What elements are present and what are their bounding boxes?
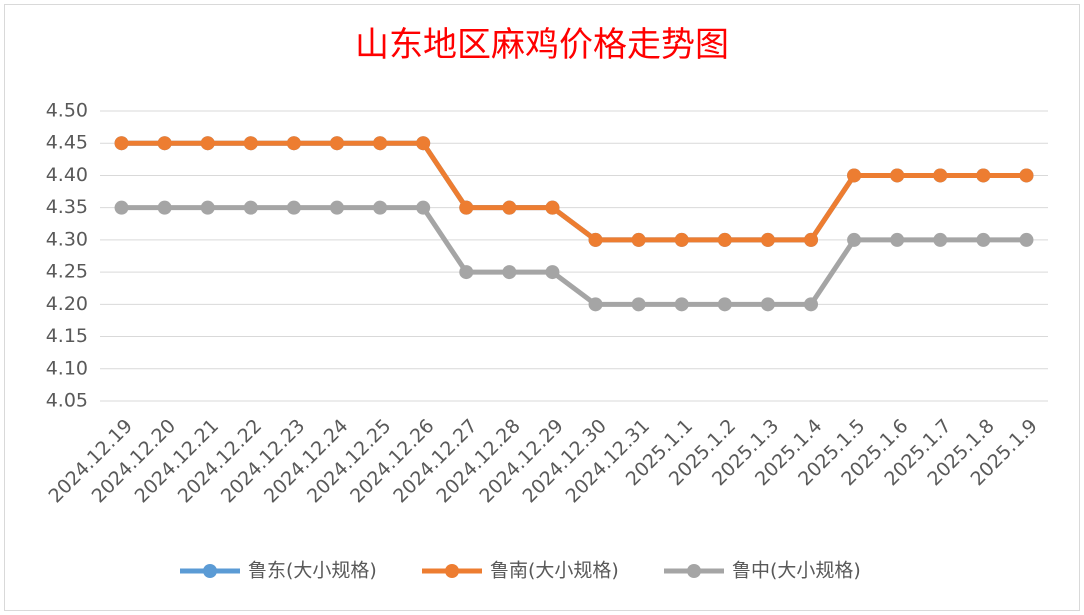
marker	[157, 200, 172, 215]
y-tick-label: 4.15	[46, 325, 88, 347]
marker	[200, 136, 215, 151]
marker	[890, 168, 905, 183]
marker	[243, 136, 258, 151]
marker	[631, 232, 646, 247]
y-tick-label: 4.10	[46, 357, 88, 379]
marker	[588, 232, 603, 247]
marker	[804, 232, 818, 247]
y-tick-label: 4.25	[46, 261, 88, 283]
series-line	[121, 140, 1027, 243]
marker	[890, 232, 905, 247]
marker	[674, 232, 689, 247]
marker	[717, 232, 732, 247]
marker	[760, 297, 775, 312]
y-tick-label: 4.30	[46, 228, 88, 250]
chart-frame	[4, 4, 1080, 611]
y-tick-label: 4.05	[46, 390, 88, 412]
marker	[286, 200, 301, 215]
marker	[416, 200, 431, 215]
legend-marker	[203, 564, 217, 578]
marker	[847, 168, 862, 183]
series-line	[121, 205, 1027, 307]
marker	[976, 232, 991, 247]
marker	[760, 232, 775, 247]
legend-label: 鲁中(大小规格)	[732, 560, 861, 582]
y-tick-label: 4.50	[46, 100, 88, 122]
marker	[1019, 232, 1034, 247]
marker	[933, 232, 948, 247]
marker	[114, 200, 129, 215]
marker	[674, 297, 689, 312]
y-tick-label: 4.40	[46, 164, 88, 186]
marker	[1019, 168, 1034, 183]
y-tick-label: 4.35	[46, 196, 88, 218]
y-tick-label: 4.45	[46, 132, 88, 154]
marker	[330, 136, 344, 151]
marker	[976, 168, 991, 183]
marker	[286, 136, 301, 151]
marker	[847, 232, 862, 247]
marker	[459, 200, 474, 215]
marker	[545, 200, 560, 215]
marker	[200, 200, 215, 215]
marker	[114, 136, 129, 151]
marker	[804, 297, 818, 312]
marker	[330, 200, 344, 215]
marker	[373, 200, 388, 215]
marker	[243, 200, 258, 215]
y-tick-label: 4.20	[46, 293, 88, 315]
marker	[588, 297, 603, 312]
legend-marker	[445, 564, 459, 578]
marker	[502, 265, 517, 280]
marker	[717, 297, 732, 312]
marker	[631, 297, 646, 312]
marker	[416, 136, 431, 151]
marker	[933, 168, 948, 183]
marker	[502, 200, 517, 215]
marker	[459, 265, 474, 280]
marker	[545, 265, 560, 280]
chart-title: 山东地区麻鸡价格走势图	[355, 25, 729, 65]
legend-marker	[687, 564, 701, 578]
legend-label: 鲁南(大小规格)	[490, 560, 619, 582]
marker	[157, 136, 172, 151]
legend-label: 鲁东(大小规格)	[248, 560, 377, 582]
marker	[373, 136, 388, 151]
